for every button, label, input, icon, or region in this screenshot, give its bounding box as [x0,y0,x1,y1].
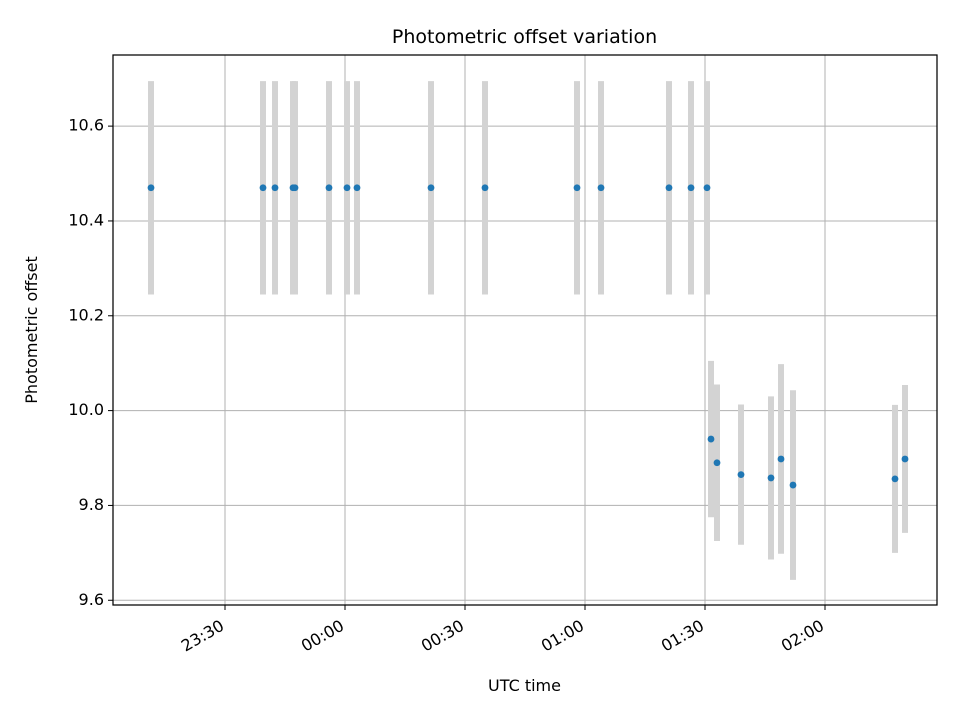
data-point [147,184,155,192]
data-point [713,459,721,467]
data-point [901,455,909,463]
y-tick-label: 10.0 [68,400,104,419]
data-point [703,184,711,192]
data-point [707,435,715,443]
grid [113,55,937,605]
y-tick-label: 9.6 [79,590,104,609]
plot-frame [112,54,938,606]
y-tick-label: 9.8 [79,495,104,514]
data-point [481,184,489,192]
data-points [147,184,909,489]
y-tick-label: 10.2 [68,305,104,324]
data-point [767,474,775,482]
data-point [271,184,279,192]
data-point [687,184,695,192]
data-point [325,184,333,192]
data-point [777,455,785,463]
x-axis-label: UTC time [488,676,561,695]
y-axis-label: Photometric offset [22,256,41,404]
data-point [259,184,267,192]
data-point [891,475,899,483]
y-axis: 9.6 9.8 10.0 10.2 10.4 10.6 [68,116,113,609]
data-point [737,471,745,479]
data-point [427,184,435,192]
y-tick-label: 10.6 [68,116,104,135]
data-point [343,184,351,192]
data-point [665,184,673,192]
data-point [291,184,299,192]
y-tick-label: 10.4 [68,210,104,229]
chart-title: Photometric offset variation [392,26,657,48]
data-point [353,184,361,192]
data-point [573,184,581,192]
data-point [789,481,797,489]
data-point [597,184,605,192]
